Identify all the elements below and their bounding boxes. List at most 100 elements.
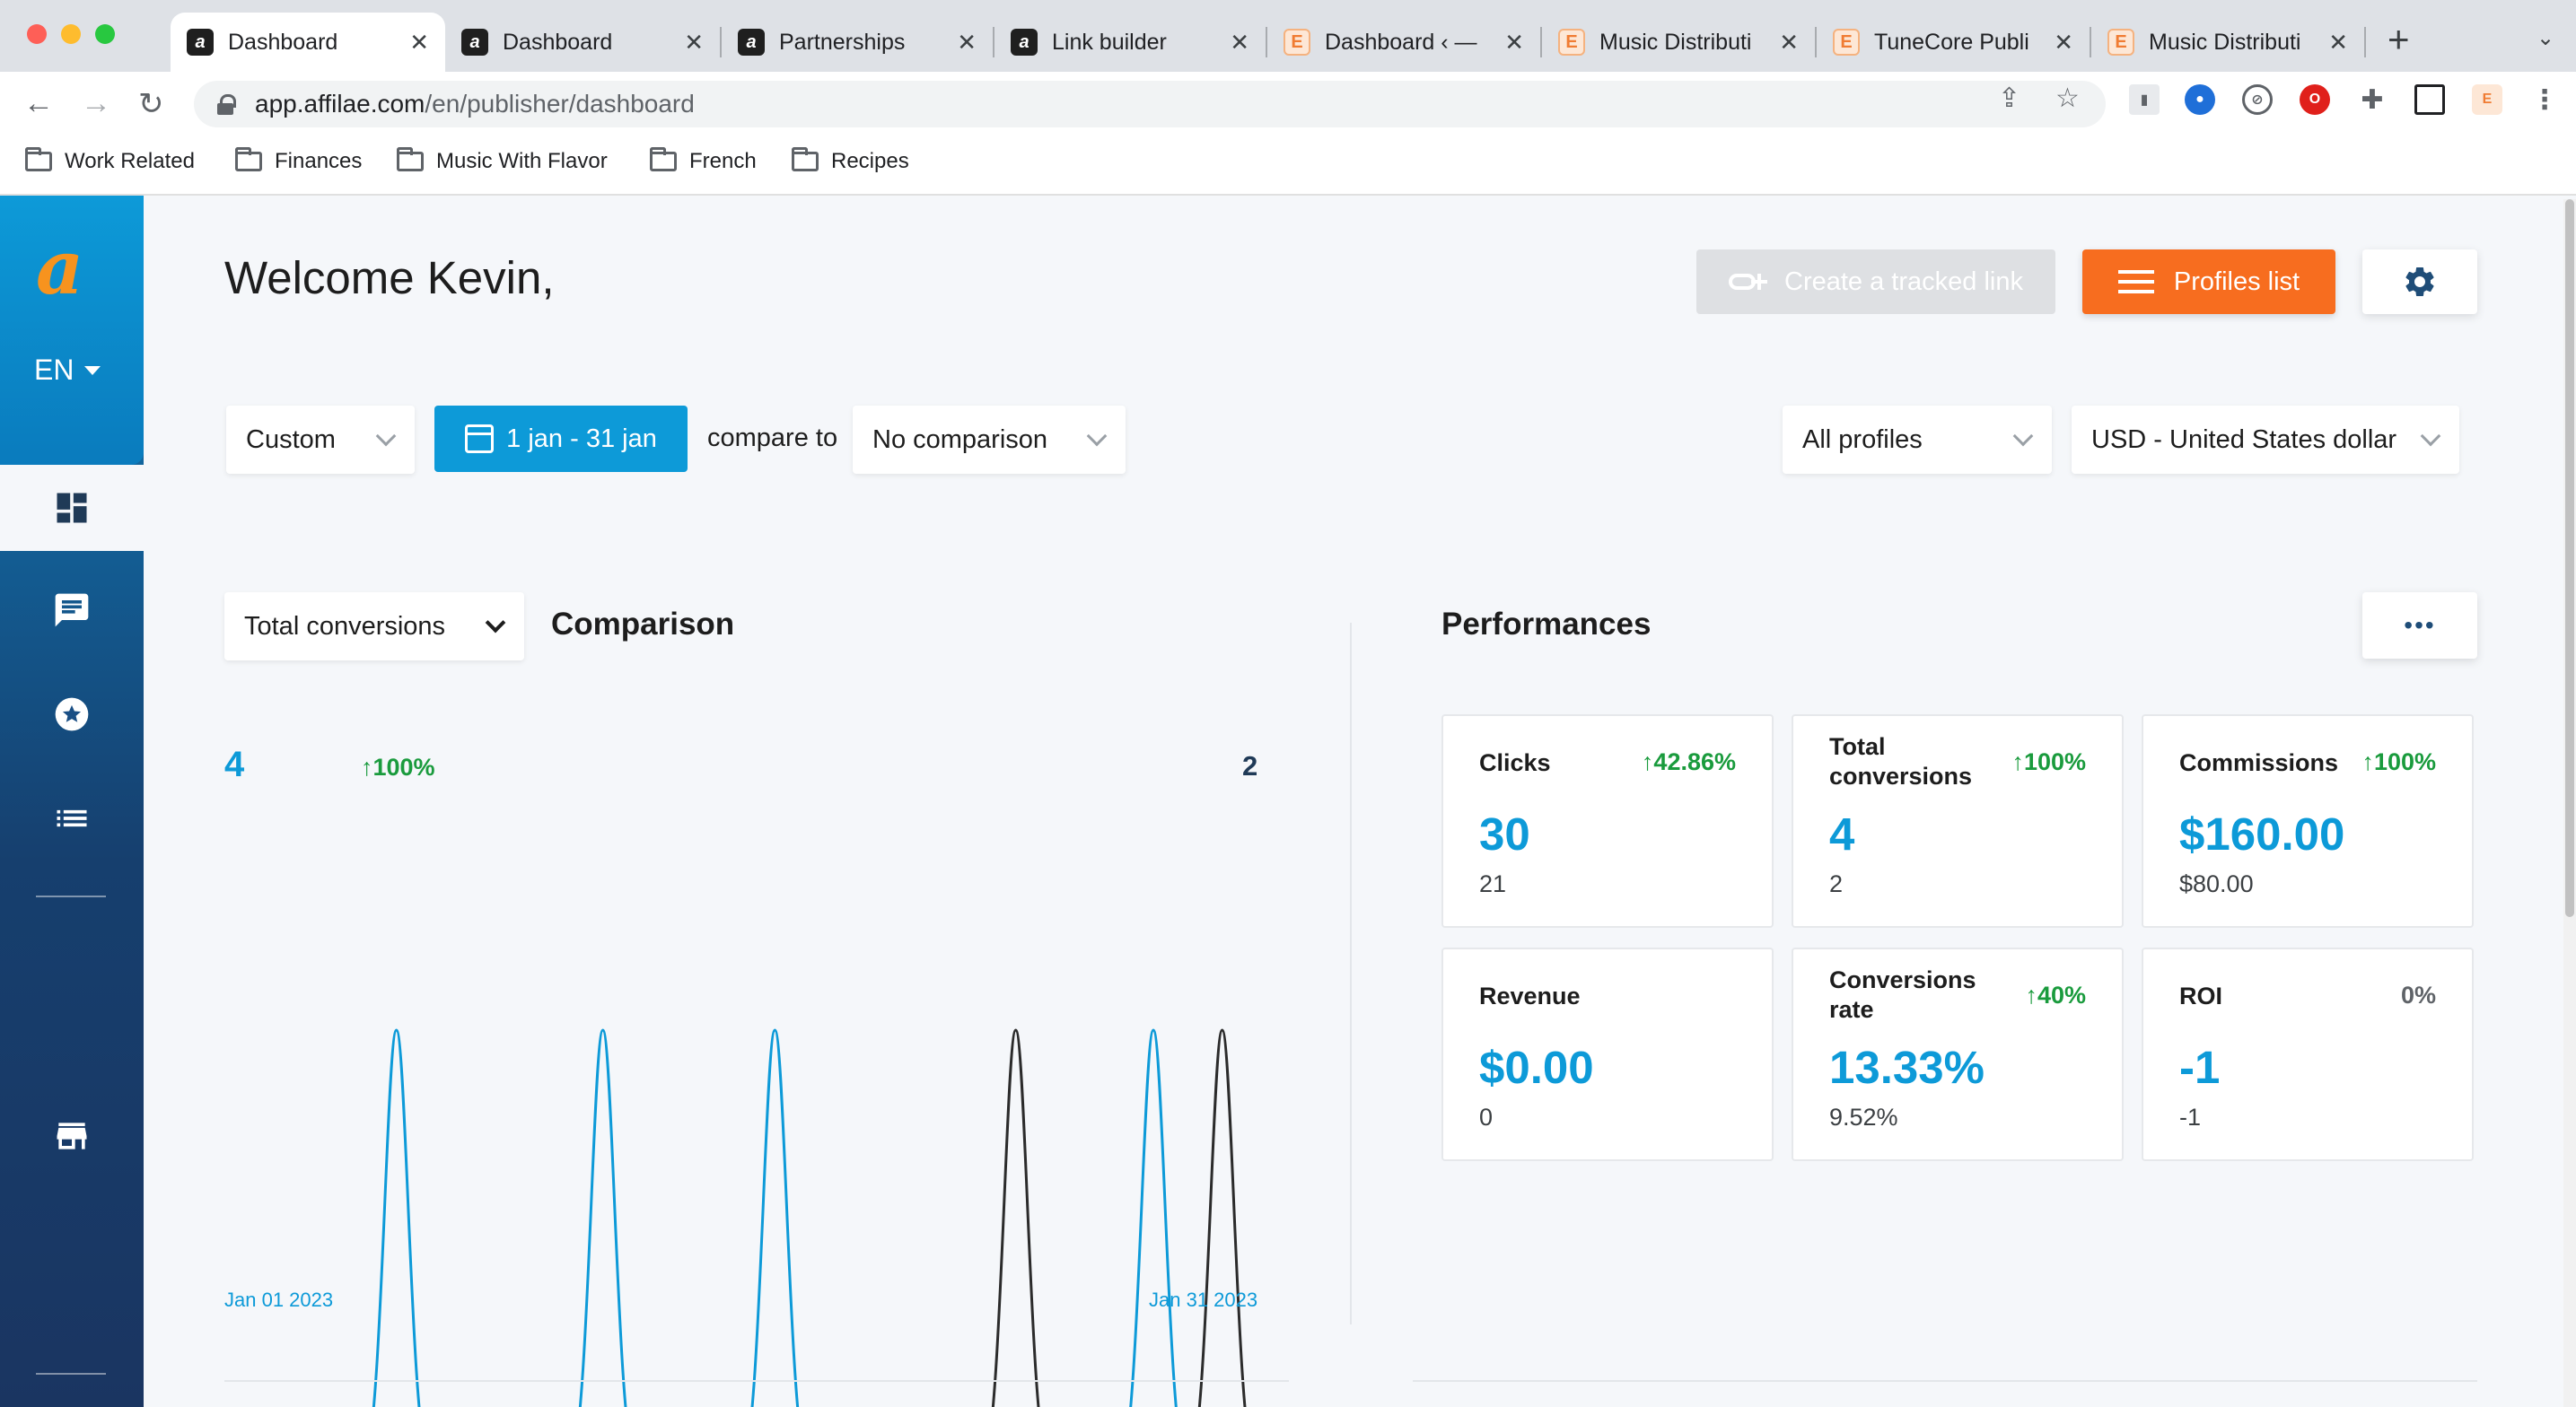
sidepanel-icon[interactable] xyxy=(2414,84,2445,115)
currency-select[interactable]: USD - United States dollar xyxy=(2072,406,2459,474)
url-text: app.affilae.com/en/publisher/dashboard xyxy=(255,90,695,118)
section-divider xyxy=(224,1380,1289,1382)
chevron-down-icon xyxy=(2420,425,2441,447)
current-total: 4 xyxy=(224,745,245,784)
bookmark-folder[interactable]: French xyxy=(650,147,757,174)
date-range-button[interactable]: 1 jan - 31 jan xyxy=(434,406,688,472)
tab-separator xyxy=(2090,27,2091,57)
maximize-window-button[interactable] xyxy=(95,24,115,44)
address-bar[interactable]: app.affilae.com/en/publisher/dashboard xyxy=(194,81,2106,127)
bookmark-label: French xyxy=(689,149,757,173)
kpi-value: 30 xyxy=(1479,808,1530,860)
close-icon[interactable]: ✕ xyxy=(1230,28,1249,56)
bookmark-folder[interactable]: Work Related xyxy=(25,147,195,174)
browser-tab[interactable]: a Partnerships ✕ xyxy=(722,13,993,72)
store-icon[interactable] xyxy=(52,1116,92,1156)
more-vert-icon[interactable]: ⋮ xyxy=(2531,84,2558,115)
folder-icon xyxy=(650,147,677,171)
kpi-delta: ↑100% xyxy=(2361,748,2436,776)
extension-icon[interactable]: ● xyxy=(2185,84,2215,115)
affilae-logo[interactable]: a xyxy=(36,225,84,311)
close-icon[interactable]: ✕ xyxy=(409,28,429,56)
new-tab-button[interactable]: + xyxy=(2388,18,2410,60)
browser-tab[interactable]: a Dashboard ✕ xyxy=(171,13,445,72)
kpi-card-commissions: Commissions ↑100% $160.00 $80.00 xyxy=(2142,714,2474,928)
close-icon[interactable]: ✕ xyxy=(1504,28,1524,56)
close-icon[interactable]: ✕ xyxy=(957,28,977,56)
browser-tab[interactable]: E Music Distributi ✕ xyxy=(2091,13,2364,72)
bookmark-label: Music With Flavor xyxy=(436,149,608,173)
messages-icon[interactable] xyxy=(52,590,92,630)
kpi-label: Revenue xyxy=(1479,983,1581,1009)
app-sidebar: a EN xyxy=(0,196,144,1407)
page-title: Welcome Kevin, xyxy=(224,252,555,303)
comparison-title: Comparison xyxy=(551,607,735,642)
folder-icon xyxy=(235,147,262,171)
comparison-delta: ↑100% xyxy=(361,754,435,782)
close-icon[interactable]: ✕ xyxy=(684,28,704,56)
sidebar-item-dashboard[interactable] xyxy=(0,465,144,551)
settings-button[interactable] xyxy=(2362,249,2477,314)
profiles-select[interactable]: All profiles xyxy=(1783,406,2052,474)
tab-title: Partnerships xyxy=(779,29,906,55)
tab-separator xyxy=(993,27,994,57)
kpi-delta: ↑42.86% xyxy=(1642,748,1736,776)
kpi-card-clicks: Clicks ↑42.86% 30 21 xyxy=(1441,714,1774,928)
tab-title: Dashboard xyxy=(503,29,613,55)
browser-tab[interactable]: a Dashboard ✕ xyxy=(445,13,720,72)
close-icon[interactable]: ✕ xyxy=(2054,28,2073,56)
browser-tab[interactable]: a Link builder ✕ xyxy=(994,13,1266,72)
caret-down-icon xyxy=(84,365,101,375)
star-badge-icon[interactable] xyxy=(52,695,92,734)
browser-tab-bar: a Dashboard ✕ a Dashboard ✕ a Partnershi… xyxy=(0,0,2576,72)
puzzle-icon[interactable]: ✚ xyxy=(2361,84,2384,115)
page-scrollbar[interactable] xyxy=(2563,199,2576,1407)
chevron-down-icon[interactable]: ⌄ xyxy=(2537,26,2555,50)
tab-separator xyxy=(1540,27,1542,57)
kpi-value: $160.00 xyxy=(2179,808,2345,860)
kpi-previous: $80.00 xyxy=(2179,870,2254,897)
scrollbar-thumb[interactable] xyxy=(2565,199,2574,917)
close-icon[interactable]: ✕ xyxy=(2328,28,2348,56)
elementor-icon: E xyxy=(1833,29,1860,56)
share-icon[interactable]: ⇪ xyxy=(1998,83,2021,113)
list-icon[interactable] xyxy=(52,799,92,838)
arrow-up-icon: ↑ xyxy=(2025,982,2037,1009)
extension-icon[interactable]: O xyxy=(2300,84,2330,115)
kpi-delta: ↑100% xyxy=(2011,748,2086,776)
bookmark-folder[interactable]: Recipes xyxy=(792,147,909,174)
arrow-up-icon: ↑ xyxy=(2011,748,2024,775)
profiles-list-button[interactable]: Profiles list xyxy=(2082,249,2335,314)
metric-select[interactable]: Total conversions xyxy=(224,592,524,660)
chevron-down-icon xyxy=(485,612,506,634)
close-window-button[interactable] xyxy=(27,24,47,44)
browser-tab[interactable]: E Music Distributi ✕ xyxy=(1542,13,1815,72)
extension-icon[interactable]: ▮ xyxy=(2129,84,2160,115)
minimize-window-button[interactable] xyxy=(61,24,81,44)
more-options-button[interactable]: ••• xyxy=(2362,592,2477,659)
elementor-icon[interactable]: E xyxy=(2472,84,2502,115)
period-type-value: Custom xyxy=(246,424,336,454)
tab-separator xyxy=(720,27,722,57)
browser-tab[interactable]: E TuneCore Publi ✕ xyxy=(1817,13,2090,72)
reload-icon[interactable]: ↻ xyxy=(138,87,164,121)
back-icon[interactable]: ← xyxy=(23,86,54,120)
bookmark-folder[interactable]: Music With Flavor xyxy=(397,147,608,174)
create-tracked-link-button[interactable]: Create a tracked link xyxy=(1696,249,2055,314)
close-icon[interactable]: ✕ xyxy=(1779,28,1799,56)
comparison-select[interactable]: No comparison xyxy=(853,406,1126,474)
folder-icon xyxy=(792,147,819,171)
kpi-previous: 2 xyxy=(1829,870,1844,897)
affilae-icon: a xyxy=(1011,29,1038,56)
period-type-select[interactable]: Custom xyxy=(226,406,415,474)
bookmark-folder[interactable]: Finances xyxy=(235,147,362,174)
forward-icon[interactable]: → xyxy=(81,86,111,120)
browser-tab[interactable]: E Dashboard ‹ — ✕ xyxy=(1267,13,1540,72)
currency-value: USD - United States dollar xyxy=(2091,424,2397,454)
language-selector[interactable]: EN xyxy=(34,354,101,387)
extension-icon[interactable]: ⊘ xyxy=(2242,84,2273,115)
bookmark-star-icon[interactable]: ☆ xyxy=(2055,83,2080,113)
metric-value: Total conversions xyxy=(244,611,446,641)
current-period-peak xyxy=(372,1028,421,1407)
date-range-value: 1 jan - 31 jan xyxy=(506,424,657,453)
